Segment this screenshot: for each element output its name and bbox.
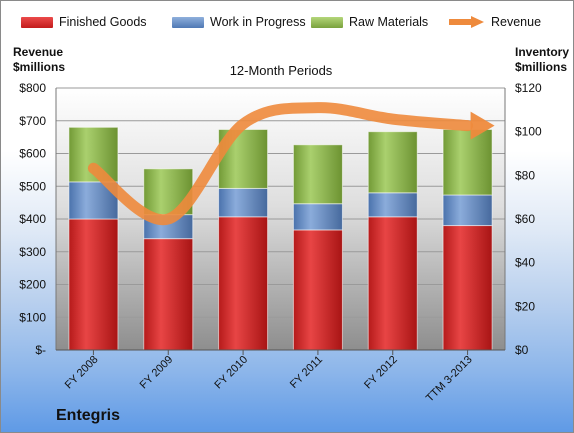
left-tick-label: $200 <box>19 278 46 292</box>
bar-finished-goods <box>367 216 418 351</box>
bar-work-in-progress <box>367 192 418 218</box>
right-axis-title: Inventory $millions <box>515 45 569 75</box>
legend-label-revenue: Revenue <box>491 15 542 29</box>
left-tick-label: $- <box>35 343 46 357</box>
right-tick-label: $120 <box>515 81 542 95</box>
x-tick-label: FY 2009 <box>138 354 176 392</box>
finished-goods-swatch <box>21 16 53 28</box>
bar-finished-goods <box>68 218 119 351</box>
bar-work-in-progress <box>292 203 343 231</box>
revenue-line <box>87 102 474 226</box>
bar-raw-materials <box>367 131 418 194</box>
left-axis-title-line-2: $millions <box>13 60 66 74</box>
legend-label-work-in-progress: Work in Progress <box>210 15 306 29</box>
right-tick-label: $80 <box>515 168 535 182</box>
legend-label-finished-goods: Finished Goods <box>59 15 147 29</box>
chart-subtitle: 12-Month Periods <box>229 63 333 78</box>
left-axis-title: Revenue $millions <box>13 45 65 75</box>
right-tick-label: $20 <box>515 299 535 313</box>
left-tick-label: $800 <box>19 81 46 95</box>
x-tick-label: FY 2011 <box>288 354 325 391</box>
bar-work-in-progress <box>218 187 269 218</box>
legend-item-work-in-progress: Work in Progress <box>172 10 306 34</box>
bar-raw-materials <box>442 128 493 196</box>
legend: Finished Goods Work in Progress Raw Mate… <box>21 10 561 34</box>
left-tick-label: $500 <box>19 179 46 193</box>
x-tick-label: FY 2012 <box>362 354 400 392</box>
x-tick-label: FY 2008 <box>63 354 101 392</box>
left-tick-label: $400 <box>19 212 46 226</box>
revenue-arrow-icon <box>449 16 484 28</box>
work-in-progress-swatch <box>172 16 204 28</box>
legend-label-raw-materials: Raw Materials <box>349 15 429 29</box>
legend-item-raw-materials: Raw Materials <box>311 10 428 34</box>
right-tick-label: $100 <box>515 125 542 139</box>
left-axis-title-line-1: Revenue <box>13 45 64 59</box>
left-tick-label: $100 <box>19 310 46 324</box>
right-axis-title-line-2: $millions <box>515 60 568 74</box>
legend-item-finished-goods: Finished Goods <box>21 10 147 34</box>
bar-finished-goods <box>292 229 343 351</box>
x-tick-label: FY 2010 <box>212 354 250 392</box>
bar-raw-materials <box>292 144 343 205</box>
right-tick-label: $0 <box>515 343 529 357</box>
bar-finished-goods <box>442 225 493 351</box>
left-tick-label: $300 <box>19 245 46 259</box>
legend-item-revenue: Revenue <box>449 10 541 34</box>
raw-materials-swatch <box>311 16 343 28</box>
right-tick-label: $40 <box>515 256 535 270</box>
bar-work-in-progress <box>442 194 493 227</box>
left-tick-label: $700 <box>19 114 46 128</box>
bar-finished-goods <box>218 216 269 351</box>
right-tick-label: $60 <box>515 212 535 226</box>
company-name: Entegris <box>56 407 121 424</box>
bar-finished-goods <box>143 238 194 351</box>
right-axis-title-line-1: Inventory <box>515 45 570 59</box>
revenue-arrowhead <box>470 111 495 140</box>
left-tick-label: $600 <box>19 147 46 161</box>
x-tick-label: TTM 3-2013 <box>424 354 475 405</box>
